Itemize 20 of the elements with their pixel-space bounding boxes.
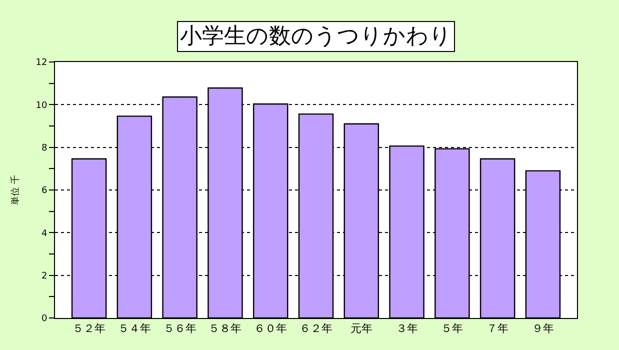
- x-tick-label: 元年: [350, 322, 372, 336]
- y-tick-label: 4: [41, 228, 48, 239]
- y-axis-title: 単位 千: [10, 175, 22, 205]
- x-tick-label: ６２年: [300, 322, 332, 336]
- x-tick-label: ５２年: [72, 322, 106, 336]
- y-tick-label: 0: [41, 314, 48, 324]
- x-tick-label: ５年: [441, 322, 464, 336]
- y-tick-label: 8: [41, 143, 48, 154]
- x-tick-label: ５６年: [163, 322, 196, 336]
- x-tick-label: ６０年: [254, 322, 288, 336]
- x-tick-label: ９年: [532, 322, 554, 336]
- y-tick-label: 10: [36, 100, 48, 111]
- x-tick-label: ７年: [486, 322, 509, 336]
- x-tick-label: ５４年: [118, 322, 151, 336]
- y-tick-label: 6: [41, 186, 48, 196]
- x-tick-label: ５８年: [208, 322, 242, 336]
- y-tick-label: 2: [41, 271, 48, 282]
- y-tick-label: 12: [36, 58, 48, 68]
- x-tick-label: ３年: [396, 322, 418, 336]
- chart-title: 小学生の数のうつりかわり: [180, 24, 452, 49]
